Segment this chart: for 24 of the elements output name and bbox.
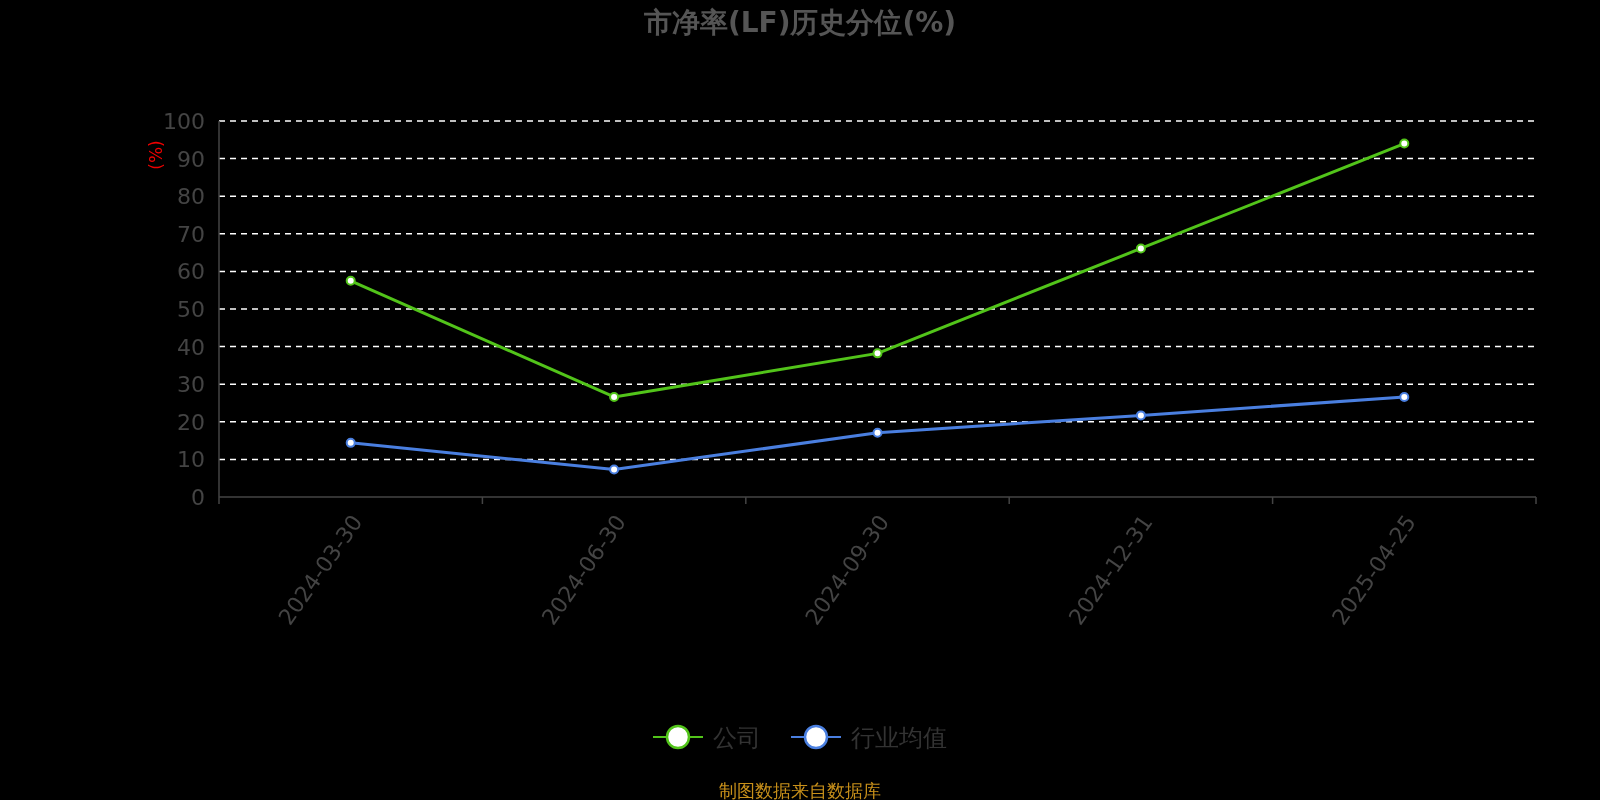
y-tick-label: 90 xyxy=(177,146,205,172)
y-tick-label: 0 xyxy=(191,485,205,510)
y-tick-label: 50 xyxy=(177,297,205,322)
y-tick-label: 80 xyxy=(177,184,205,210)
point xyxy=(1135,243,1146,254)
chart-title: 市净率(LF)历史分位(%) xyxy=(642,6,957,39)
y-tick-label: 100 xyxy=(163,109,205,134)
point xyxy=(872,348,883,359)
text: 制图数据来自数据库 xyxy=(719,780,881,800)
point xyxy=(609,464,620,475)
y-tick-label: 60 xyxy=(177,259,205,285)
point xyxy=(1135,410,1146,421)
y-tick-label: 70 xyxy=(177,221,205,247)
point xyxy=(872,427,883,438)
y-axis-title: (%) xyxy=(146,140,166,170)
point xyxy=(345,275,356,286)
y-tick-label: 40 xyxy=(177,334,205,360)
point xyxy=(1399,391,1410,402)
point xyxy=(345,437,356,448)
y-tick-label: 10 xyxy=(177,447,205,473)
y-tick-label: 20 xyxy=(177,409,205,435)
y-tick-label: 30 xyxy=(177,372,205,398)
point xyxy=(1399,138,1410,149)
point xyxy=(609,391,620,402)
